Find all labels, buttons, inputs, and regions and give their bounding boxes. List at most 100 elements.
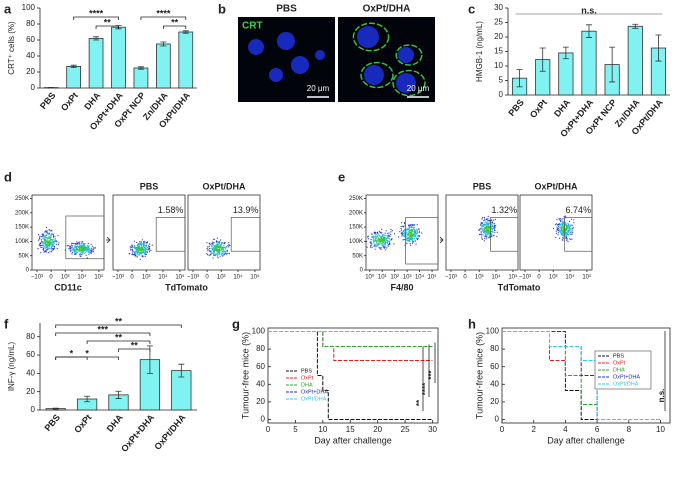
y-tick-label: 100K xyxy=(349,239,363,245)
event-dot xyxy=(219,256,221,258)
event-dot xyxy=(138,245,140,247)
event-dot xyxy=(141,248,143,250)
y-tick-label: 40 xyxy=(256,379,265,388)
event-dot xyxy=(374,239,376,241)
survival-line xyxy=(502,331,661,420)
event-dot xyxy=(147,247,149,249)
event-dot xyxy=(228,246,230,248)
error-bar xyxy=(93,36,100,41)
event-dot xyxy=(378,240,380,242)
event-dot xyxy=(565,237,567,239)
event-dot xyxy=(410,237,412,239)
plot-title: OxPt/DHA xyxy=(202,181,246,191)
event-dot xyxy=(370,245,372,247)
event-dot xyxy=(403,234,406,236)
event-dot xyxy=(206,247,208,249)
event-dot xyxy=(390,239,392,241)
event-dot xyxy=(44,239,46,241)
event-dot xyxy=(129,253,131,255)
event-dot xyxy=(52,236,55,238)
event-dot xyxy=(79,247,81,249)
event-dot xyxy=(486,218,488,220)
event-dot xyxy=(486,234,488,236)
event-dot xyxy=(56,247,58,250)
event-dot xyxy=(413,230,415,232)
event-dot xyxy=(45,247,47,249)
event-dot xyxy=(217,257,219,259)
event-dot xyxy=(384,243,386,245)
event-dot xyxy=(218,249,220,251)
event-dot xyxy=(561,234,563,236)
event-dot xyxy=(44,231,46,233)
event-dot xyxy=(416,235,418,237)
event-dot xyxy=(479,228,481,230)
event-dot xyxy=(44,242,47,244)
event-dot xyxy=(135,252,137,254)
event-dot xyxy=(407,239,409,242)
event-dot xyxy=(382,235,384,237)
y-axis-label: Tumour-free mice (%) xyxy=(240,332,250,419)
event-dot xyxy=(400,228,402,230)
event-dot xyxy=(378,247,380,249)
event-dot xyxy=(49,242,51,244)
event-dot xyxy=(487,222,489,224)
event-dot xyxy=(45,238,47,240)
event-dot xyxy=(485,228,487,230)
x-tick-label: OxPt xyxy=(59,90,80,113)
event-dot xyxy=(80,245,82,247)
event-dot xyxy=(565,229,567,231)
event-dot xyxy=(41,246,43,248)
x-tick-label: DHA xyxy=(552,97,573,119)
y-tick-label: 15 xyxy=(494,47,503,56)
event-dot xyxy=(484,228,486,230)
event-dot xyxy=(72,246,74,248)
y-tick-label: 0 xyxy=(31,83,36,92)
event-dot xyxy=(87,246,89,248)
event-dot xyxy=(562,237,564,239)
event-dot xyxy=(557,234,559,236)
event-dot xyxy=(149,247,151,250)
event-dot xyxy=(144,253,146,255)
event-dot xyxy=(387,243,389,245)
error-bar xyxy=(137,66,144,70)
event-dot xyxy=(387,236,389,239)
event-dot xyxy=(559,231,562,233)
nucleus xyxy=(396,73,416,93)
event-dot xyxy=(71,245,73,247)
event-dot xyxy=(150,249,152,252)
event-dot xyxy=(483,225,485,227)
event-dot xyxy=(408,236,410,238)
y-axis-label: Tumour-free mice (%) xyxy=(474,332,484,419)
x-axis-label: TdTomato xyxy=(165,282,208,292)
event-dot xyxy=(129,246,131,248)
y-axis-label: CRT⁺ cells (%) xyxy=(7,21,16,75)
event-dot xyxy=(221,248,223,250)
bar xyxy=(178,31,194,89)
event-dot xyxy=(79,250,81,252)
event-dot xyxy=(377,235,379,237)
event-dot xyxy=(483,217,486,219)
event-dot xyxy=(41,241,44,243)
event-dot xyxy=(560,221,562,223)
event-dot xyxy=(79,254,81,256)
x-tick-label: 10⁰ xyxy=(365,274,375,281)
gate xyxy=(155,217,186,252)
event-dot xyxy=(212,244,214,246)
significance-label: ** xyxy=(115,332,123,342)
event-dot xyxy=(384,246,386,248)
event-dot xyxy=(222,255,224,257)
event-dot xyxy=(143,249,145,251)
event-dot xyxy=(208,254,210,257)
event-dot xyxy=(493,223,495,225)
event-dot xyxy=(567,231,570,233)
panel-label: f xyxy=(4,316,9,331)
event-dot xyxy=(367,238,369,240)
x-tick-label: 10⁵ xyxy=(508,274,518,281)
event-dot xyxy=(386,237,388,239)
event-dot xyxy=(481,224,483,226)
event-dot xyxy=(48,243,50,245)
event-dot xyxy=(140,247,142,249)
event-dot xyxy=(565,225,567,227)
event-dot xyxy=(487,237,489,239)
